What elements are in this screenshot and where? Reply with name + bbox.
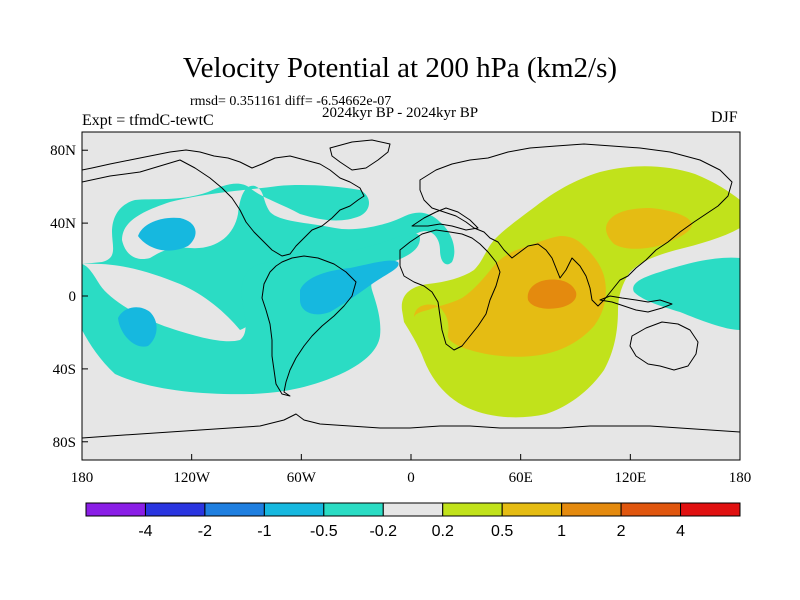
map-field	[82, 132, 740, 460]
coast-antarctica	[82, 413, 740, 439]
colorbar-swatch	[144, 502, 206, 517]
coast-eurasia	[419, 143, 733, 307]
coast-greenland	[329, 139, 391, 171]
contour-pos05-asia-indian	[414, 236, 606, 357]
colorbar-swatch	[85, 502, 146, 517]
y-axis: 80N 40N 0 40S 80S	[50, 143, 88, 451]
colorbar: -4 -2 -1 -0.5 -0.2 0.2 0.5 1 2 4	[85, 502, 741, 540]
colorbar-swatch	[620, 502, 682, 517]
y-tick-label: 0	[69, 289, 77, 305]
x-tick-label: 60E	[509, 470, 533, 486]
coastlines	[82, 139, 740, 439]
y-tick-label: 40S	[53, 362, 76, 378]
colorbar-label: -0.2	[369, 523, 397, 540]
y-tick-label: 80N	[50, 143, 76, 159]
x-tick-label: 0	[407, 470, 415, 486]
coast-indonesia	[599, 295, 673, 313]
contour-neg05-north-pacific	[138, 217, 196, 251]
colorbar-swatch	[204, 502, 265, 517]
colorbar-swatch	[442, 502, 503, 517]
colorbar-label: 0.5	[491, 523, 513, 540]
x-tick-label: 180	[71, 470, 94, 486]
contour-pos05-east-asia	[606, 208, 692, 249]
y-tick-label: 80S	[53, 435, 76, 451]
colorbar-label: -0.5	[310, 523, 338, 540]
coast-south-america	[261, 255, 357, 397]
colorbar-label: 2	[617, 523, 626, 540]
colorbar-label: 0.2	[432, 523, 454, 540]
colorbar-label: -2	[198, 523, 212, 540]
x-tick-label: 60W	[287, 470, 317, 486]
season-label: DJF	[711, 109, 738, 126]
x-tick-label: 120E	[614, 470, 646, 486]
colorbar-swatch	[501, 502, 563, 517]
contour-neg05-south-pacific	[118, 307, 157, 347]
x-tick-label: 120W	[173, 470, 211, 486]
colorbar-swatch	[323, 502, 384, 517]
y-tick-label: 40N	[50, 216, 76, 232]
coast-australia	[629, 321, 699, 371]
contour-pos1-indian-ocean	[527, 279, 577, 309]
colorbar-swatch	[263, 502, 325, 517]
colorbar-label: 4	[676, 523, 685, 540]
x-axis: 180 120W 60W 0 60E 120E 180	[71, 454, 752, 486]
experiment-label: Expt = tfmdC-tewtC	[82, 112, 214, 129]
map-title: Velocity Potential at 200 hPa (km2/s)	[182, 52, 618, 84]
colorbar-label: -1	[257, 523, 271, 540]
coast-africa-europe	[399, 207, 501, 351]
contour-neg05-amazon	[300, 260, 399, 315]
contour-neg-west-pacific	[633, 257, 740, 330]
x-tick-label: 180	[729, 470, 752, 486]
colorbar-swatch	[680, 502, 741, 517]
period-line: 2024kyr BP - 2024kyr BP	[322, 105, 479, 121]
colorbar-swatch	[382, 502, 444, 517]
colorbar-label: 1	[557, 523, 566, 540]
stats-line: rmsd= 0.351161 diff= -6.54662e-07	[190, 94, 392, 109]
contour-neg-pacific	[82, 183, 455, 330]
coast-north-america	[82, 149, 365, 257]
colorbar-label: -4	[138, 523, 152, 540]
colorbar-swatch	[561, 502, 622, 517]
